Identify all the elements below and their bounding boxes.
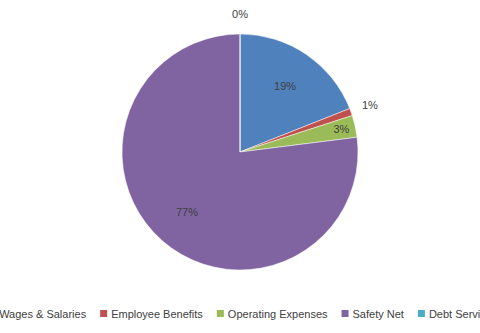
legend-swatch [418, 310, 425, 317]
legend-swatch [217, 310, 224, 317]
slice [122, 34, 358, 270]
legend-label: Safety Net [353, 308, 404, 320]
legend-swatch [100, 310, 107, 317]
legend-label: Wages & Salaries [0, 308, 87, 320]
data-label: 77% [176, 206, 198, 218]
data-label: 19% [274, 80, 296, 92]
legend-label: Employee Benefits [111, 308, 203, 320]
data-label: 1% [362, 99, 378, 111]
chart: 19% 1% 3% 77% 0% Wages & Salaries Employee Ben… [0, 0, 480, 333]
data-label: 3% [333, 123, 349, 135]
slice [240, 34, 241, 152]
legend-label: Operating Expenses [228, 308, 328, 320]
legend-label: Debt Service [429, 308, 480, 320]
legend: Wages & Salaries Employee Benefits Operati… [0, 308, 480, 320]
data-label: 0% [232, 8, 248, 20]
legend-swatch [342, 310, 349, 317]
slices [122, 34, 358, 270]
